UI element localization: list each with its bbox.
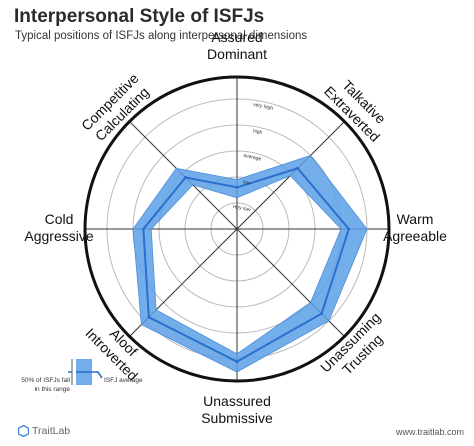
ring-label: low [243,179,252,187]
ring-label: very low [232,204,252,214]
axis-label-line: Aggressive [24,228,93,244]
legend-average-label: ISFJ average [104,377,143,384]
average-point [147,315,151,319]
legend-range-label: 50% of ISFJs fall in this range [21,377,70,393]
average-point [141,227,145,231]
legend-average-swatch [68,371,103,379]
ring-label: very high [252,102,273,112]
hexagon-logo-icon [18,425,29,437]
axis-label-line: Submissive [201,410,273,426]
outer-ring [83,75,391,383]
axis-label-line: Agreeable [383,228,447,244]
footer-url: www.traitlab.com [395,427,464,437]
ring-label: average [243,153,262,163]
axis-label-line: Cold [45,211,74,227]
axis-label-line: Dominant [207,46,267,62]
average-point [235,185,239,189]
average-point [296,166,300,170]
chart-subtitle: Typical positions of ISFJs along interpe… [15,30,308,42]
axis-label-line: Assured [211,29,262,45]
traitlab-logo: TraitLab [18,425,70,437]
axis-label-line: Warm [397,211,434,227]
logo-text: TraitLab [32,425,71,437]
series-range-band [132,155,368,373]
chart-title: Interpersonal Style of ISFJs [14,6,265,27]
average-point [235,360,239,364]
axis-label-line: Unassured [203,393,271,409]
average-point [184,176,187,179]
ring-label: high [252,128,263,136]
average-point [347,227,351,231]
average-point [320,312,324,316]
